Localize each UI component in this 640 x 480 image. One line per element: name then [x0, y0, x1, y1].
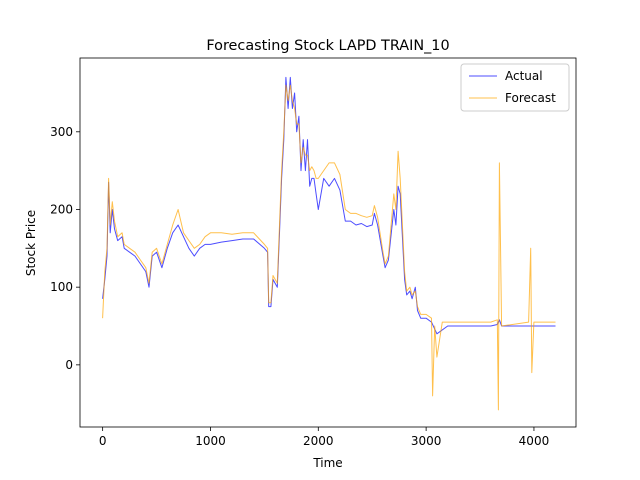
- legend-label-actual: Actual: [505, 69, 543, 83]
- y-tick-label: 300: [50, 125, 73, 139]
- x-tick-label: 0: [99, 434, 107, 448]
- y-axis-label: Stock Price: [24, 210, 38, 276]
- x-axis-ticks: 0 1000 2000 3000 4000: [99, 427, 549, 448]
- plot-area: [79, 57, 577, 428]
- chart-title: Forecasting Stock LAPD TRAIN_10: [206, 38, 449, 54]
- y-tick-label: 200: [50, 202, 73, 216]
- plot-frame: [79, 57, 577, 428]
- x-tick-label: 3000: [411, 434, 442, 448]
- y-tick-label: 100: [50, 280, 73, 294]
- x-tick-label: 4000: [519, 434, 550, 448]
- y-tick-label: 0: [65, 358, 73, 372]
- plot-background: [80, 58, 576, 427]
- legend: Actual Forecast: [460, 63, 570, 112]
- x-tick-label: 2000: [303, 434, 334, 448]
- x-tick-label: 1000: [195, 434, 226, 448]
- y-axis-ticks: 0 100 200 300: [50, 125, 80, 372]
- series-line-actual: [102, 76, 556, 335]
- series-line-forecast: [102, 84, 556, 411]
- legend-label-forecast: Forecast: [505, 91, 556, 105]
- x-axis-label: Time: [312, 456, 342, 470]
